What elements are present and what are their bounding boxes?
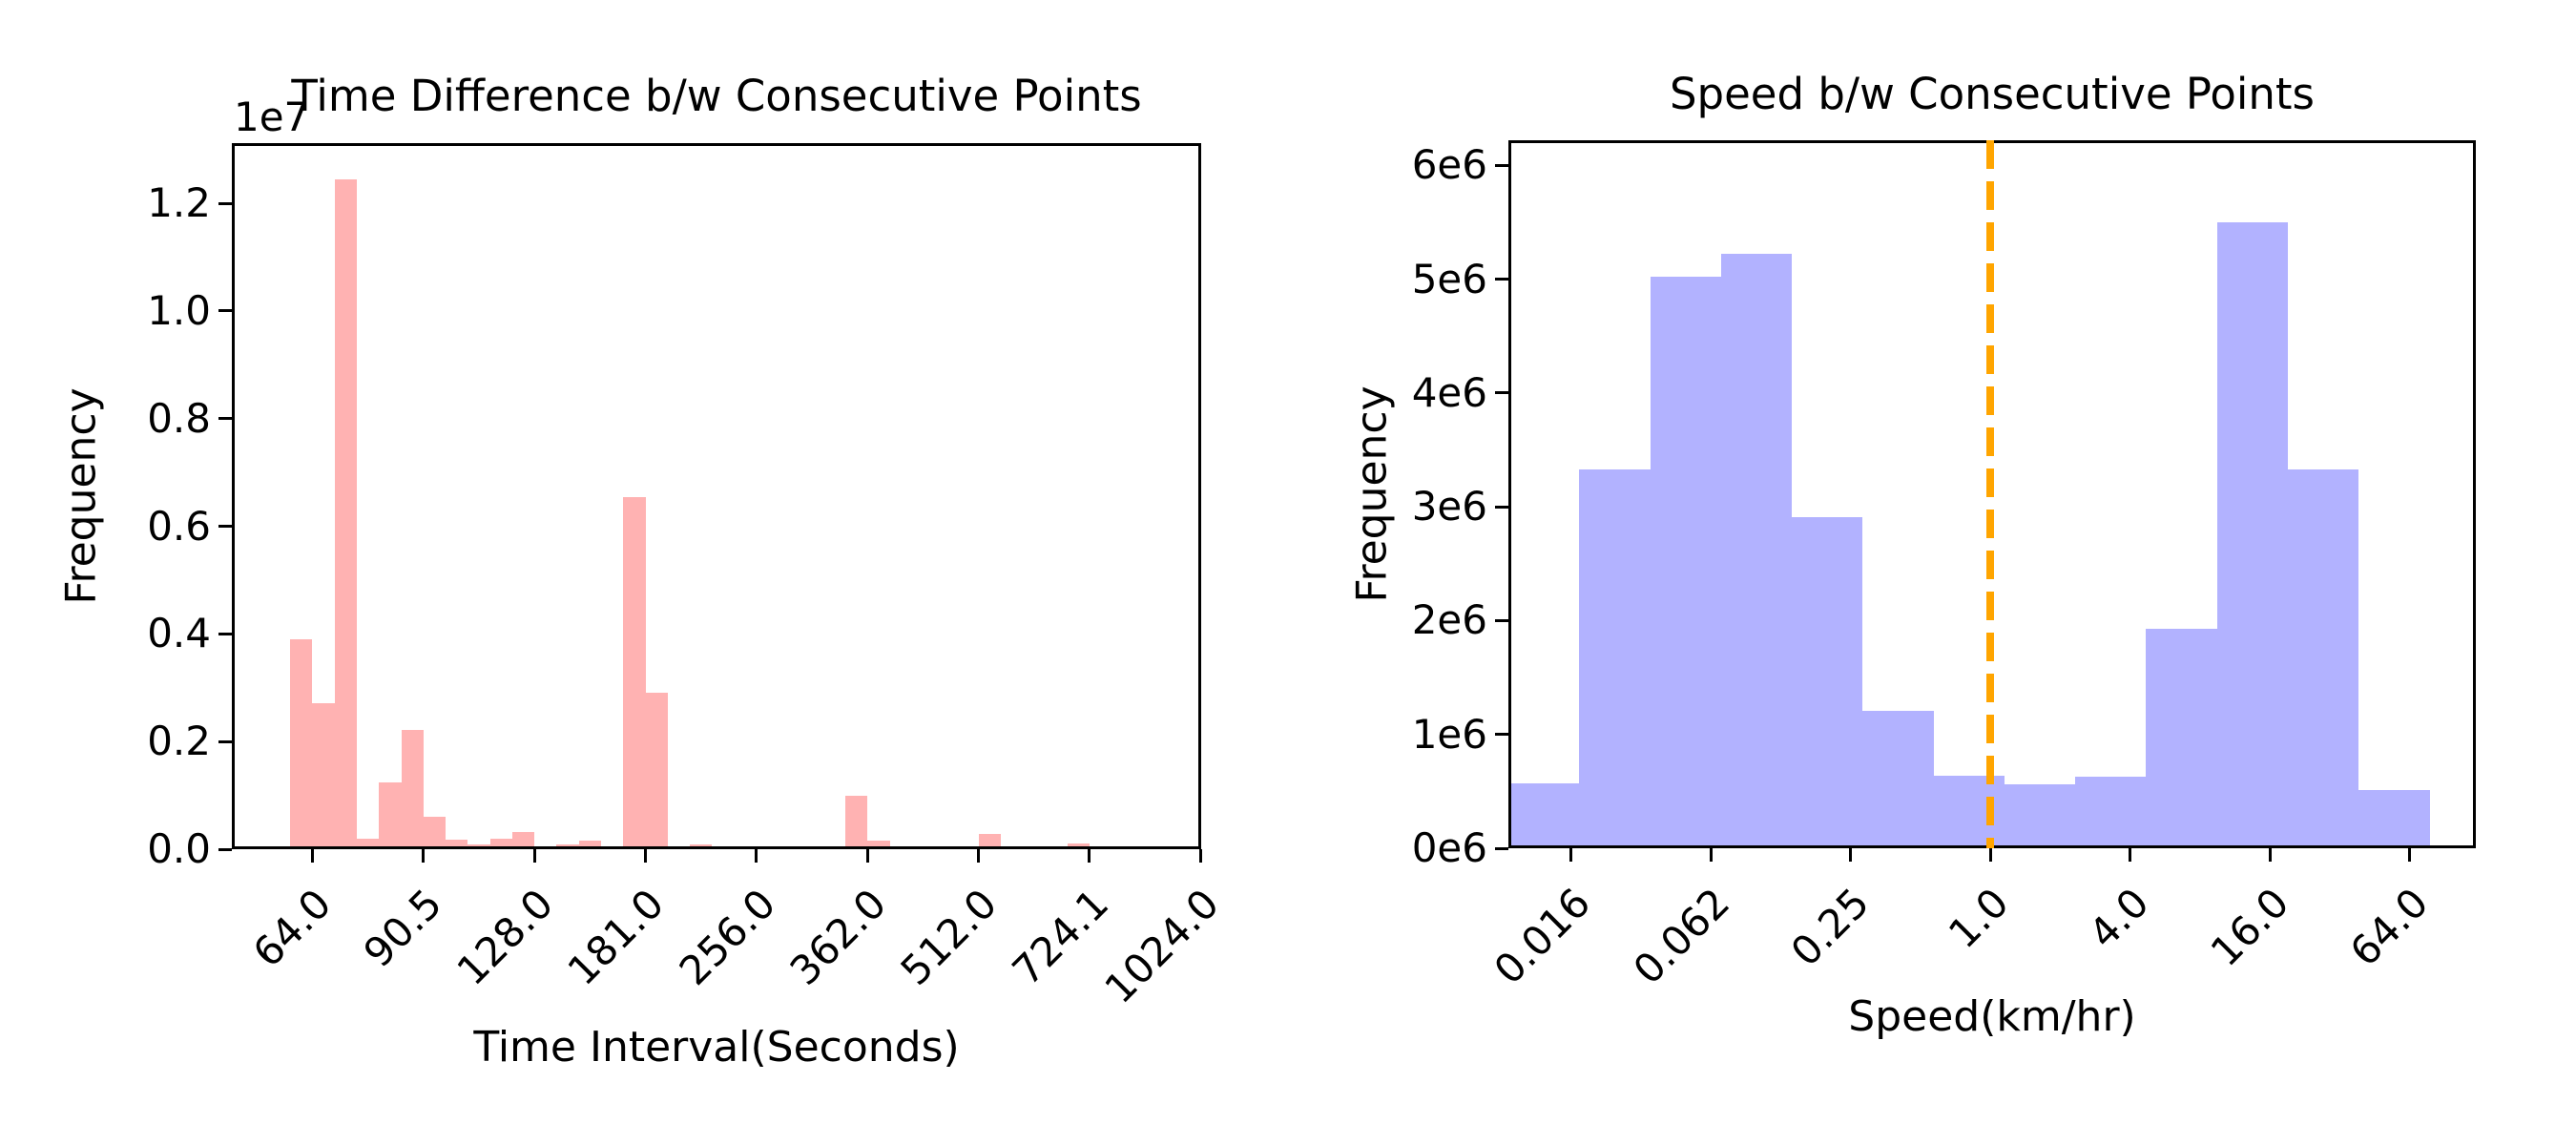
speed-histogram-bar: [1720, 254, 1793, 848]
time-diff-histogram-bar: [578, 840, 601, 849]
time-diff-histogram-bar: [511, 831, 535, 849]
time-diff-histogram-bar: [489, 838, 512, 849]
time-diff-chart-title: Time Difference b/w Consecutive Points: [291, 71, 1142, 121]
speed-x-tick-label: 0.016: [1485, 879, 1599, 994]
speed-histogram-bar: [1508, 783, 1580, 848]
speed-x-tick-label: 1.0: [1940, 879, 2019, 958]
time-diff-y-axis-offset-label: 1e7: [234, 94, 310, 140]
speed-x-tick-mark: [1709, 848, 1713, 862]
speed-x-tick-label: 4.0: [2079, 879, 2158, 958]
time-diff-y-tick-label: 1.0: [147, 286, 211, 334]
speed-y-tick-label: 2e6: [1411, 596, 1487, 644]
speed-histogram-bar: [2146, 628, 2217, 848]
time-diff-y-tick-mark: [218, 525, 232, 529]
speed-x-tick-mark: [2407, 848, 2411, 862]
speed-x-tick-mark: [1569, 848, 1573, 862]
speed-y-tick-mark: [1495, 278, 1508, 281]
time-diff-x-tick-mark: [1088, 849, 1091, 863]
speed-histogram-bar: [1792, 516, 1863, 848]
time-diff-x-tick-mark: [755, 849, 758, 863]
speed-x-tick-label: 16.0: [2201, 879, 2298, 976]
time-diff-x-tick-label: 362.0: [780, 880, 896, 995]
speed-y-tick-mark: [1495, 505, 1508, 509]
time-diff-y-tick-label: 0.6: [147, 502, 211, 550]
time-diff-histogram-bar: [357, 838, 380, 849]
speed-y-tick-label: 4e6: [1411, 368, 1487, 416]
speed-y-tick-mark: [1495, 391, 1508, 395]
time-diff-histogram-bar: [290, 639, 313, 849]
time-diff-histogram-bar: [1067, 843, 1090, 849]
speed-histogram-bar: [2288, 468, 2359, 848]
time-diff-histogram-bar: [379, 782, 402, 849]
speed-y-tick-mark: [1495, 618, 1508, 622]
speed-histogram-bar: [2075, 776, 2147, 848]
time-diff-x-tick-label: 512.0: [891, 880, 1007, 995]
time-diff-ylabel: Frequency: [56, 387, 106, 605]
time-diff-histogram-bar: [423, 817, 447, 849]
time-diff-x-tick-label: 181.0: [558, 880, 674, 995]
time-diff-histogram-bar: [312, 702, 335, 849]
time-diff-x-tick-mark: [977, 849, 981, 863]
time-diff-x-tick-label: 256.0: [670, 880, 784, 995]
time-diff-y-tick-mark: [218, 201, 232, 205]
speed-y-tick-mark: [1495, 846, 1508, 850]
speed-histogram-bar: [1650, 277, 1721, 848]
speed-x-tick-label: 0.25: [1781, 879, 1879, 976]
speed-histogram-bar: [1862, 710, 1934, 848]
speed-xlabel: Speed(km/hr): [1848, 992, 2136, 1041]
time-diff-xlabel: Time Interval(Seconds): [473, 1023, 960, 1072]
speed-y-tick-label: 5e6: [1411, 255, 1487, 302]
speed-threshold-line: [1986, 140, 1995, 848]
time-diff-x-tick-mark: [1198, 849, 1202, 863]
time-diff-y-tick-mark: [218, 632, 232, 635]
time-diff-y-tick-mark: [218, 847, 232, 851]
speed-y-tick-label: 1e6: [1411, 710, 1487, 758]
time-diff-x-tick-mark: [865, 849, 869, 863]
time-diff-histogram-bar: [401, 729, 424, 849]
time-diff-y-tick-label: 0.4: [147, 610, 211, 657]
speed-y-tick-mark: [1495, 163, 1508, 167]
time-diff-histogram-bar: [623, 496, 646, 849]
speed-y-tick-label: 0e6: [1411, 824, 1487, 871]
speed-histogram-bar: [2004, 784, 2076, 848]
time-diff-histogram-bar: [446, 839, 468, 849]
speed-ylabel: Frequency: [1347, 385, 1397, 603]
time-diff-y-tick-label: 0.8: [147, 394, 211, 442]
time-diff-y-tick-mark: [218, 309, 232, 313]
speed-chart-title: Speed b/w Consecutive Points: [1669, 69, 2315, 119]
time-diff-y-tick-label: 1.2: [147, 179, 211, 227]
speed-histogram-bar: [2216, 221, 2288, 848]
speed-x-tick-mark: [2268, 848, 2272, 862]
time-diff-histogram-bar: [978, 833, 1001, 849]
speed-x-tick-label: 64.0: [2340, 879, 2438, 976]
time-diff-x-tick-mark: [532, 849, 536, 863]
speed-y-tick-mark: [1495, 733, 1508, 737]
time-diff-y-tick-label: 0.2: [147, 718, 211, 765]
time-diff-histogram-bar: [334, 178, 357, 849]
speed-x-tick-mark: [1849, 848, 1853, 862]
time-diff-plot-frame: [232, 143, 1201, 849]
time-diff-y-tick-label: 0.0: [147, 825, 211, 872]
time-diff-x-tick-label: 1024.0: [1095, 880, 1229, 1012]
time-diff-x-tick-mark: [310, 849, 314, 863]
speed-y-tick-label: 3e6: [1411, 483, 1487, 531]
speed-x-tick-mark: [1988, 848, 1992, 862]
time-diff-x-tick-mark: [644, 849, 648, 863]
time-diff-x-tick-label: 90.5: [355, 880, 451, 977]
speed-histogram-bar: [2358, 790, 2430, 848]
time-diff-histogram-bar: [867, 840, 890, 849]
time-diff-x-tick-label: 128.0: [447, 880, 563, 995]
speed-x-tick-label: 0.062: [1624, 879, 1739, 994]
speed-x-tick-mark: [2129, 848, 2132, 862]
time-diff-histogram-bar: [844, 795, 868, 849]
speed-y-tick-label: 6e6: [1411, 141, 1487, 189]
speed-histogram-bar: [1579, 468, 1651, 848]
time-diff-x-tick-label: 64.0: [243, 880, 341, 977]
time-diff-x-tick-mark: [422, 849, 426, 863]
time-diff-y-tick-mark: [218, 417, 232, 421]
time-diff-histogram-bar: [645, 693, 668, 849]
time-diff-y-tick-mark: [218, 739, 232, 743]
